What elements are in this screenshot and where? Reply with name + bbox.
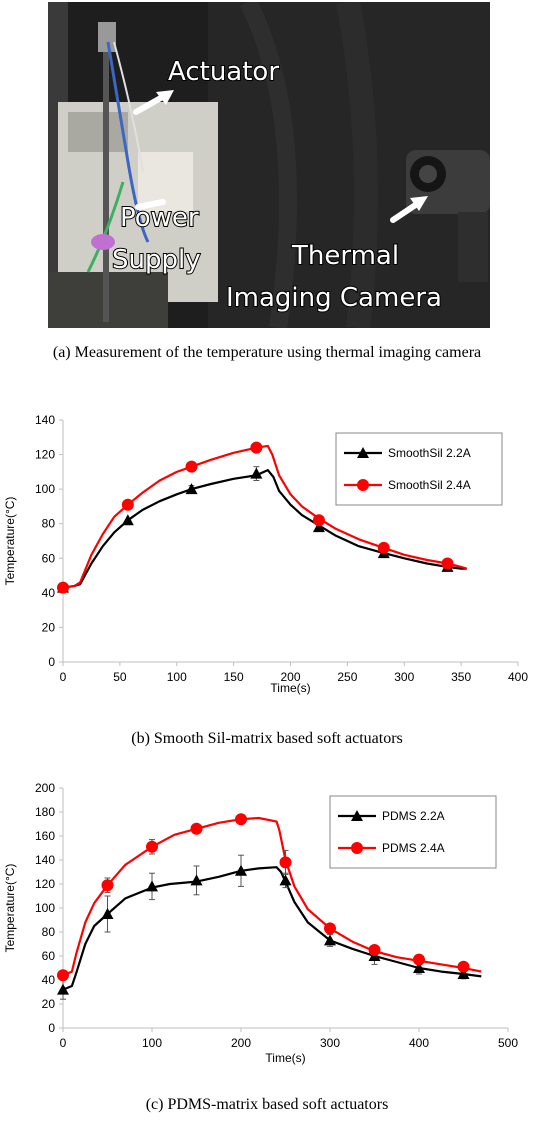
chart-smoothsil-svg: 0 20 40 60 80 100 120 140 0 50 100 150 200 250 300 350 4… xyxy=(3,413,528,695)
data-point xyxy=(185,483,198,495)
data-point xyxy=(235,813,247,826)
legend-box xyxy=(335,432,503,506)
data-point xyxy=(57,581,69,594)
actuator-label: Actuator xyxy=(168,57,279,87)
y-tick-label: 80 xyxy=(42,925,56,939)
legend-marker xyxy=(351,810,363,821)
y-tick-label: 100 xyxy=(35,901,55,915)
camera-arrow xyxy=(410,196,428,211)
y-tick-label: 20 xyxy=(42,997,56,1011)
data-point xyxy=(185,460,198,473)
data-point xyxy=(121,498,134,511)
chart-pdms-svg: 0 20 40 60 80 100 120 140 160 180 200 0 100 200 300 400… xyxy=(3,781,518,1065)
data-point xyxy=(324,922,336,935)
legend-label: SmoothSil 2.4A xyxy=(388,478,471,492)
x-tick-label: 0 xyxy=(60,1036,67,1050)
data-point xyxy=(57,983,69,995)
y-tick-label: 140 xyxy=(35,413,55,427)
data-point xyxy=(146,880,158,892)
legend-marker xyxy=(351,842,363,854)
x-tick-label: 500 xyxy=(498,1036,518,1050)
caption-c: (c) PDMS-matrix based soft actuators xyxy=(145,1096,389,1113)
data-point xyxy=(279,874,292,886)
y-tick-label: 100 xyxy=(35,482,55,496)
x-tick-label: 200 xyxy=(231,1036,251,1050)
x-tick-label: 200 xyxy=(280,670,300,684)
data-point xyxy=(235,864,247,876)
data-point xyxy=(457,968,470,979)
y-tick-label: 140 xyxy=(35,853,55,867)
x-tick-label: 250 xyxy=(337,670,357,684)
y-tick-label: 160 xyxy=(35,829,55,843)
x-axis-label: Time(s) xyxy=(265,1051,305,1065)
data-point xyxy=(279,856,292,869)
data-point xyxy=(377,541,390,554)
x-tick-label: 100 xyxy=(167,670,187,684)
actuator-arrow xyxy=(156,90,174,105)
y-tick-label: 200 xyxy=(35,781,55,795)
data-point xyxy=(250,467,263,479)
data-point xyxy=(101,908,114,919)
x-tick-label: 0 xyxy=(60,670,67,684)
y-tick-label: 20 xyxy=(42,620,56,634)
supply-label: Supply xyxy=(112,245,201,275)
x-tick-label: 400 xyxy=(508,670,528,684)
x-tick-label: 400 xyxy=(409,1036,429,1050)
legend-label: PDMS 2.4A xyxy=(382,841,445,855)
legend-box xyxy=(329,795,497,869)
data-point xyxy=(190,822,203,835)
data-point xyxy=(324,934,336,946)
y-tick-label: 120 xyxy=(35,448,55,462)
y-tick-label: 0 xyxy=(48,1021,55,1035)
y-axis-label: Temperature(°C) xyxy=(3,864,17,953)
data-point xyxy=(190,874,203,886)
y-tick-label: 120 xyxy=(35,877,55,891)
y-tick-label: 80 xyxy=(42,517,56,531)
data-point xyxy=(413,962,425,973)
legend-marker xyxy=(357,479,369,491)
data-point xyxy=(250,441,263,454)
x-tick-label: 350 xyxy=(451,670,471,684)
imaging-camera-label: Imaging Camera xyxy=(226,283,442,313)
x-tick-label: 100 xyxy=(142,1036,162,1050)
caption-b: (b) Smooth Sil-matrix based soft actuato… xyxy=(131,730,403,747)
y-tick-label: 0 xyxy=(48,655,55,669)
data-point xyxy=(413,953,425,966)
y-axis-label: Temperature(°C) xyxy=(3,497,17,586)
y-tick-label: 40 xyxy=(42,973,56,987)
x-tick-label: 300 xyxy=(320,1036,340,1050)
data-point xyxy=(312,521,325,533)
thermal-label: Thermal xyxy=(291,241,399,271)
series-line-0 xyxy=(62,866,482,991)
data-point xyxy=(441,557,454,570)
experiment-photo: Actuator Power Supply Thermal Imaging Ca… xyxy=(48,2,490,328)
x-axis-label: Time(s) xyxy=(270,681,310,695)
data-point xyxy=(368,944,381,956)
legend-label: SmoothSil 2.2A xyxy=(388,446,471,460)
data-point xyxy=(457,960,470,973)
chart-pdms: 0 20 40 60 80 100 120 140 160 180 200 0 100 200 300 400… xyxy=(0,778,534,1090)
y-tick-label: 60 xyxy=(42,949,56,963)
x-tick-label: 150 xyxy=(224,670,244,684)
y-tick-label: 40 xyxy=(42,586,56,600)
y-tick-label: 180 xyxy=(35,805,55,819)
legend-marker xyxy=(357,447,369,458)
caption-a: (a) Measurement of the temperature using… xyxy=(52,344,482,361)
data-point xyxy=(146,840,158,853)
data-point xyxy=(121,514,134,526)
data-point xyxy=(312,514,325,527)
experiment-photo-illustration: Actuator Power Supply Thermal Imaging Ca… xyxy=(48,2,490,328)
power-label: Power xyxy=(120,203,199,233)
data-point xyxy=(57,969,69,982)
x-tick-label: 50 xyxy=(113,670,127,684)
series-line-1 xyxy=(62,816,482,977)
data-point xyxy=(101,879,114,892)
y-tick-label: 60 xyxy=(42,551,56,565)
series-line-0 xyxy=(62,468,467,589)
x-tick-label: 300 xyxy=(394,670,414,684)
chart-smoothsil: 0 20 40 60 80 100 120 140 0 50 100 150 200 250 300 350 4… xyxy=(0,400,534,730)
legend-label: PDMS 2.2A xyxy=(382,809,445,823)
